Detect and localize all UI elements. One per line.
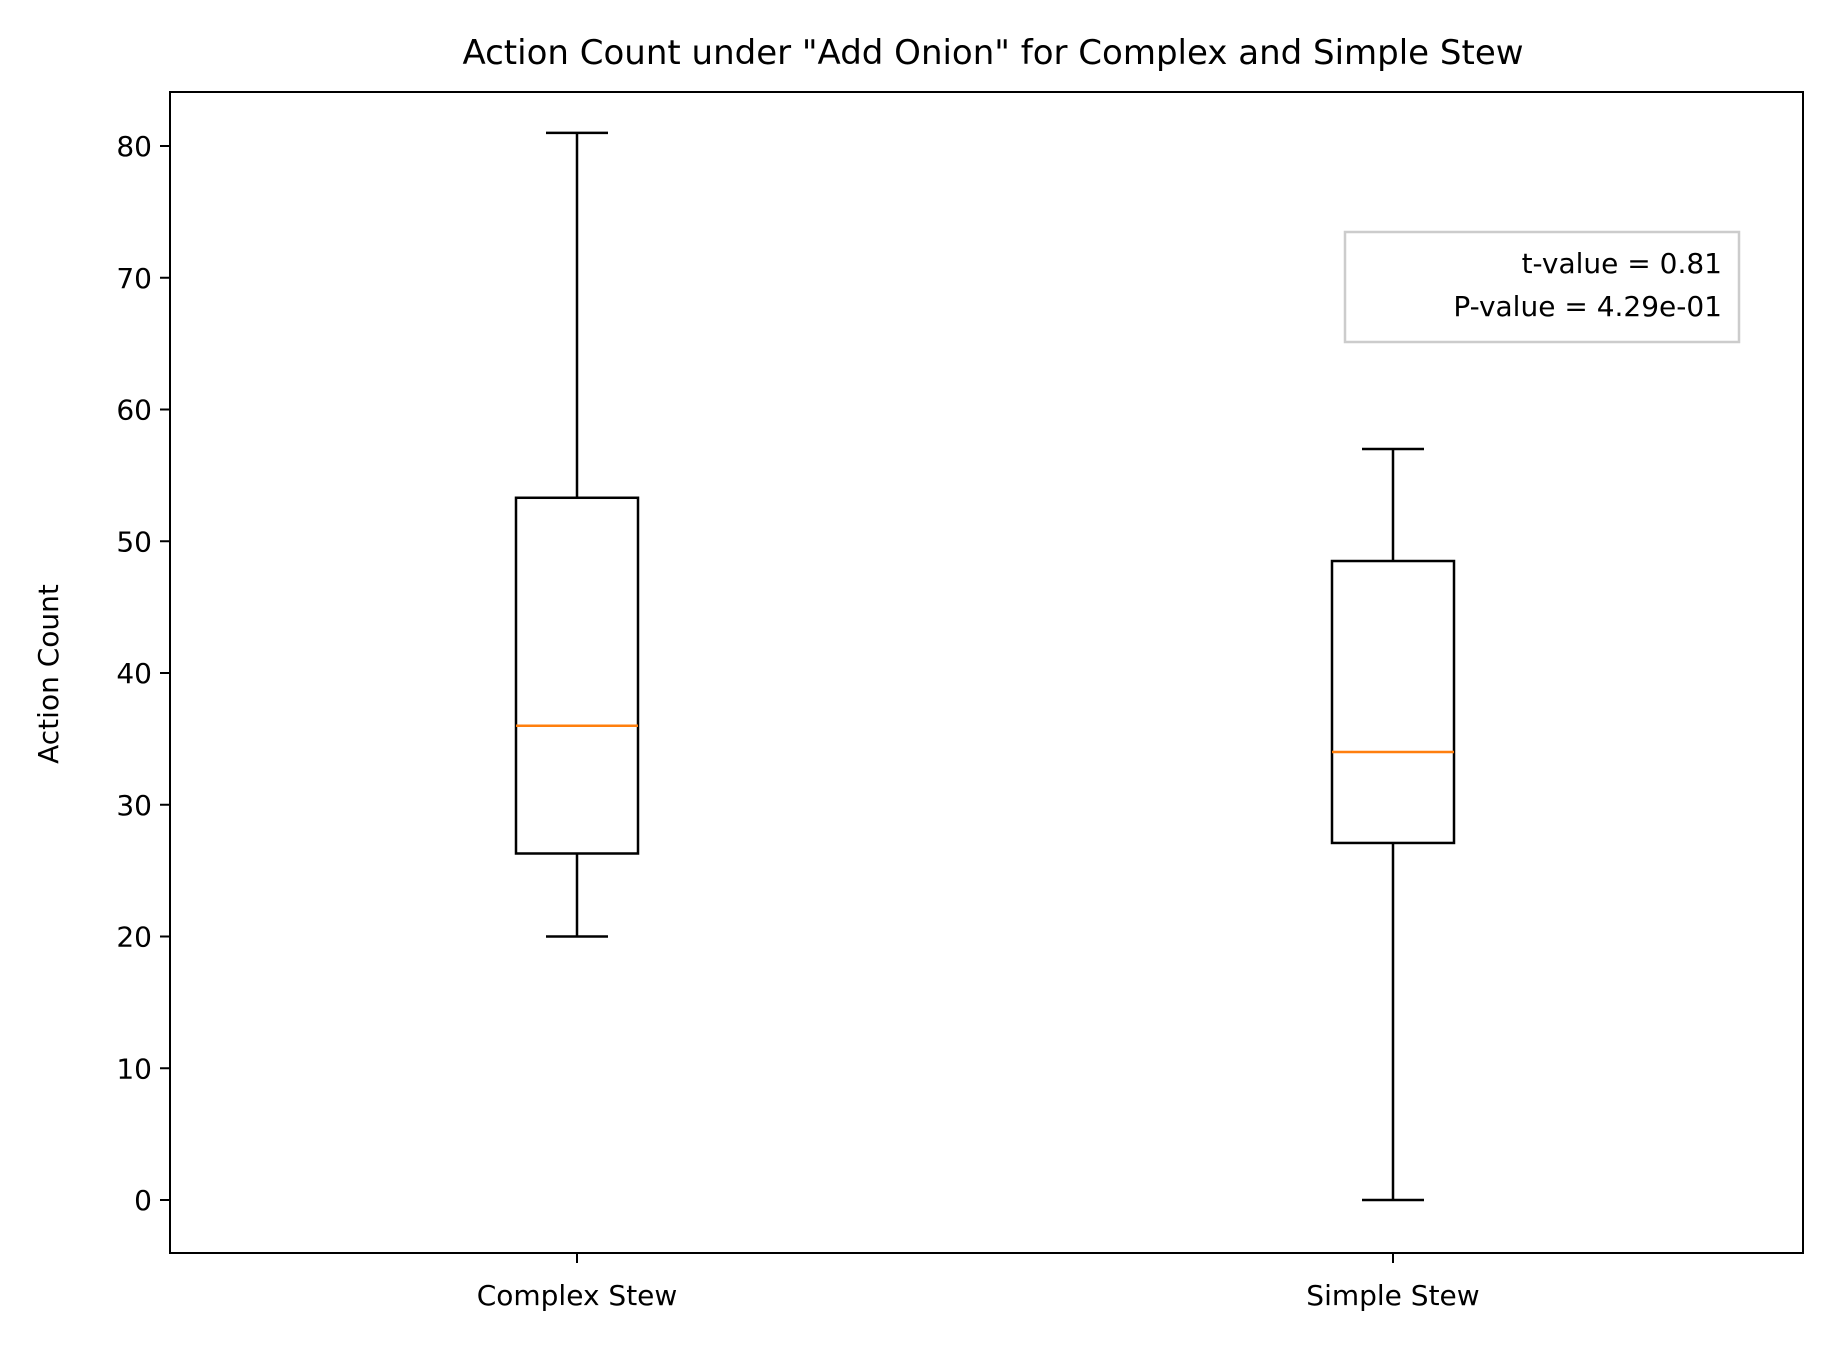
- x-tick-label: Simple Stew: [1306, 1279, 1479, 1312]
- y-tick-label: 40: [116, 657, 152, 690]
- y-tick-label: 80: [116, 130, 152, 163]
- y-tick-label: 30: [116, 789, 152, 822]
- box-iqr: [1330, 559, 1456, 845]
- y-tick-label: 70: [116, 262, 152, 295]
- y-tick-label: 50: [116, 525, 152, 558]
- stats-annotation: t-value = 0.81 P-value = 4.29e-01: [1343, 230, 1741, 344]
- y-tick-label: 20: [116, 921, 152, 954]
- y-axis-label: Action Count: [32, 584, 65, 764]
- x-tick-label: Complex Stew: [477, 1279, 678, 1312]
- y-tick-label: 0: [134, 1184, 152, 1217]
- y-tick-label: 60: [116, 394, 152, 427]
- y-tick-label: 10: [116, 1052, 152, 1085]
- annotation-box: [1343, 230, 1741, 344]
- plot-frame: [169, 91, 1804, 1254]
- t-value-text: t-value = 0.81: [1522, 247, 1722, 280]
- box-iqr: [514, 496, 640, 855]
- plot-area: 0 10 20 30 40 50 60 70 80 Complex Stew Simple Stew: [116, 130, 1479, 1312]
- p-value-text: P-value = 4.29e-01: [1453, 290, 1722, 323]
- chart-title: Action Count under "Add Onion" for Compl…: [462, 33, 1523, 73]
